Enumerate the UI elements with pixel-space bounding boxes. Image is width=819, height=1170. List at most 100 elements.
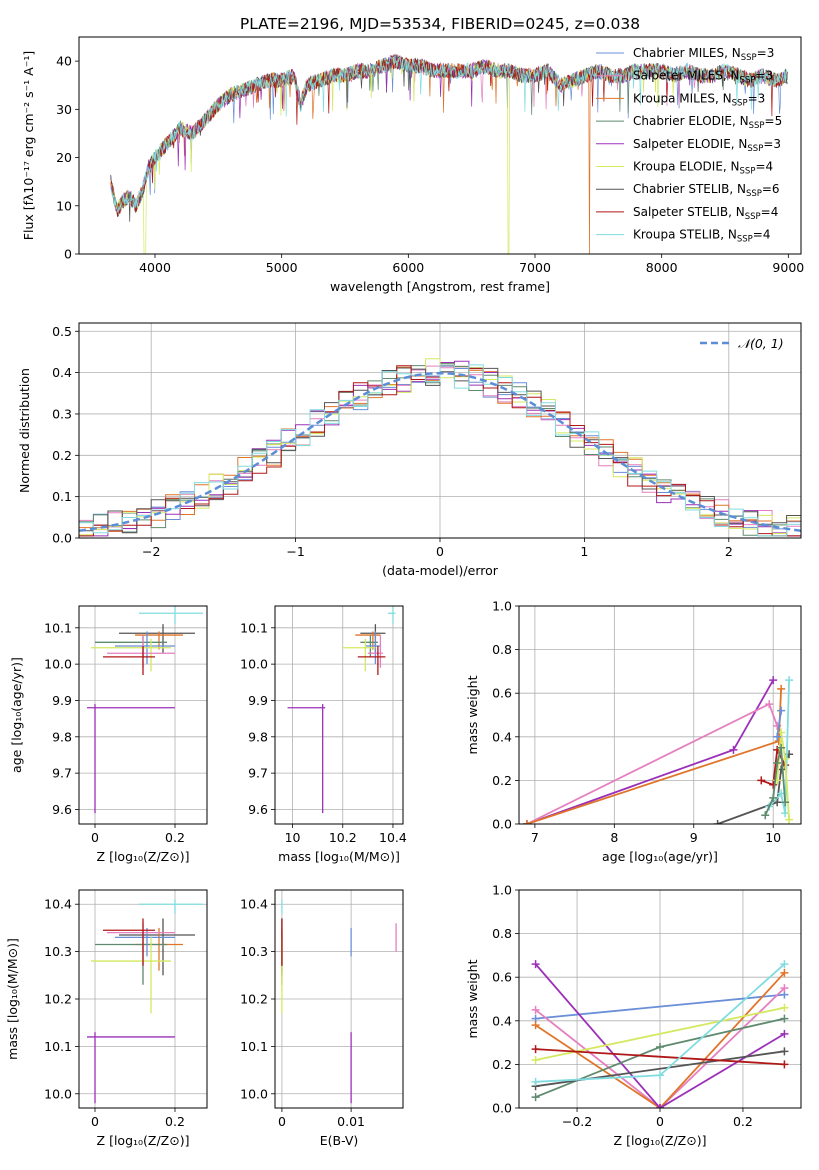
y-axis-label: mass weight xyxy=(465,959,480,1038)
x-tick-label: 0 xyxy=(91,830,99,845)
weight-marker xyxy=(531,1077,540,1086)
y-tick-label: 10.0 xyxy=(44,1086,72,1101)
weight-line-chabrier-miles xyxy=(776,710,782,737)
y-tick-label: 10.3 xyxy=(44,944,72,959)
errorbar-point xyxy=(342,638,376,672)
legend-subscript: SSP xyxy=(741,53,757,63)
x-tick-label: 0.2 xyxy=(165,1114,185,1129)
axes-frame xyxy=(274,605,404,825)
x-tick-label: 8000 xyxy=(646,260,678,275)
x-tick-label: 10 xyxy=(765,830,781,845)
weight-marker xyxy=(656,1042,664,1051)
weight-marker xyxy=(780,1029,789,1038)
plot-area-residuals xyxy=(79,358,801,537)
x-axis-label: age [log₁₀(age/yr)] xyxy=(602,849,718,864)
weight-marker xyxy=(774,737,783,746)
y-tick-label: 10.2 xyxy=(44,992,72,1007)
legend-entry: Chabrier ELODIE, NSSP=5 xyxy=(633,114,782,131)
y-tick-label: 40 xyxy=(56,54,72,69)
y-tick-label: 10.1 xyxy=(240,1039,268,1054)
plot-area-age_vs_z xyxy=(87,606,203,814)
weight-line-salpeter-stelib xyxy=(535,1048,785,1066)
residual-hist-kroupa-stelib xyxy=(79,364,801,537)
panel-residuals: −2 −1 0 1 2 0.0 0.1 0.2 0.3 0.4 0.5 (data-model)/er… xyxy=(17,322,802,578)
x-tick-label: −2 xyxy=(142,544,160,559)
axes-frame xyxy=(518,605,802,825)
weight-marker xyxy=(522,820,531,824)
y-tick-label: 9.7 xyxy=(52,766,72,781)
errorbar-point xyxy=(103,918,155,966)
y-tick-label: 10.4 xyxy=(44,897,72,912)
y-tick-label: 20 xyxy=(56,150,72,165)
errorbar-point xyxy=(87,1032,175,1104)
errorbar-point xyxy=(387,606,396,625)
weight-marker xyxy=(777,743,786,752)
y-tick-label: 0.5 xyxy=(52,324,72,339)
x-tick-label: 5000 xyxy=(266,260,298,275)
legend-nssp: =4 xyxy=(761,205,779,219)
x-tick-label: 10 xyxy=(285,830,301,845)
x-axis-label: Z [log₁₀(Z/Z⊙)] xyxy=(97,849,190,864)
legend-entry: Kroupa MILES, NSSP=3 xyxy=(633,91,765,108)
x-axis-label: Z [log₁₀(Z/Z⊙)] xyxy=(614,1133,707,1148)
x-tick-label: 8 xyxy=(610,830,618,845)
weight-marker xyxy=(785,676,794,685)
errorbar-point xyxy=(91,937,171,1014)
legend-entry: Chabrier STELIB, NSSP=6 xyxy=(633,182,780,199)
errorbar-point xyxy=(367,635,383,668)
errorbar-point xyxy=(119,624,195,654)
weight-line-chabrier-miles xyxy=(535,993,785,1020)
y-axis-label: age [log₁₀(age/yr)] xyxy=(9,657,24,773)
y-tick-label: 0.0 xyxy=(492,817,512,832)
weight-marker xyxy=(531,960,540,969)
y-tick-label: 0.1 xyxy=(52,489,72,504)
x-tick-label: 4000 xyxy=(139,260,171,275)
figure-title: PLATE=2196, MJD=53534, FIBERID=0245, z=0… xyxy=(240,15,640,33)
y-tick-label: 9.8 xyxy=(52,729,72,744)
x-tick-label: 7000 xyxy=(519,260,551,275)
axes-frame xyxy=(78,36,802,255)
legend-nssp: =6 xyxy=(762,182,780,196)
weight-marker xyxy=(780,1014,789,1023)
x-tick-label: 9000 xyxy=(772,260,804,275)
y-tick-label: 0.4 xyxy=(492,729,512,744)
y-tick-label: 10.1 xyxy=(240,620,268,635)
weight-marker xyxy=(777,684,786,693)
weight-line-salpeter-miles xyxy=(526,702,779,824)
errorbar-point xyxy=(135,631,183,650)
panel-weight_vs_z: −0.2 0 0.2 0.0 0.2 0.4 0.6 0.8 1.0 Z [log₁₀(Z/Z⊙)… xyxy=(465,883,802,1148)
errorbar-point xyxy=(135,927,183,971)
y-axis-label: mass [log₁₀(M/M⊙)] xyxy=(5,938,20,1060)
y-tick-label: 0.4 xyxy=(52,365,72,380)
weight-line-salpeter-elodie xyxy=(534,963,785,1108)
gaussian-curve xyxy=(79,371,801,533)
weight-marker xyxy=(531,1093,540,1102)
errorbar-point xyxy=(91,638,171,672)
y-tick-label: 9.9 xyxy=(248,693,268,708)
x-tick-label: 0.2 xyxy=(165,830,185,845)
weight-marker xyxy=(531,1056,540,1065)
errorbar-point xyxy=(119,918,195,976)
weight-marker xyxy=(773,758,782,767)
weight-marker xyxy=(780,984,789,993)
panel-age_vs_mass: 10 10.2 10.4 9.6 9.7 9.8 9.9 10.0 10.1 mass [log₁… xyxy=(240,605,407,864)
weight-marker xyxy=(769,676,778,685)
legend-subscript: SSP xyxy=(747,144,763,154)
x-axis-label: wavelength [Angstrom, rest frame] xyxy=(330,279,550,294)
panel-spectrum: 4000 5000 6000 7000 8000 9000 0 10 20 30 40 wavelen… xyxy=(21,36,804,294)
x-tick-label: 7 xyxy=(531,830,539,845)
legend-entry: Kroupa ELODIE, NSSP=4 xyxy=(633,160,773,177)
plot-area-mass_vs_ebv xyxy=(281,899,397,1104)
errorbar-point xyxy=(357,645,386,676)
y-tick-label: 0.2 xyxy=(492,773,512,788)
x-tick-label: 0.01 xyxy=(337,1114,365,1129)
weight-marker xyxy=(531,1005,540,1014)
legend-entry: Chabrier MILES, NSSP=3 xyxy=(633,46,774,63)
weight-marker xyxy=(769,793,778,802)
legend-nssp: =3 xyxy=(757,46,775,60)
plot-area-mass_vs_z xyxy=(87,899,203,1104)
y-tick-label: 0 xyxy=(64,247,72,262)
weight-marker xyxy=(781,798,790,807)
weight-marker xyxy=(765,700,774,709)
